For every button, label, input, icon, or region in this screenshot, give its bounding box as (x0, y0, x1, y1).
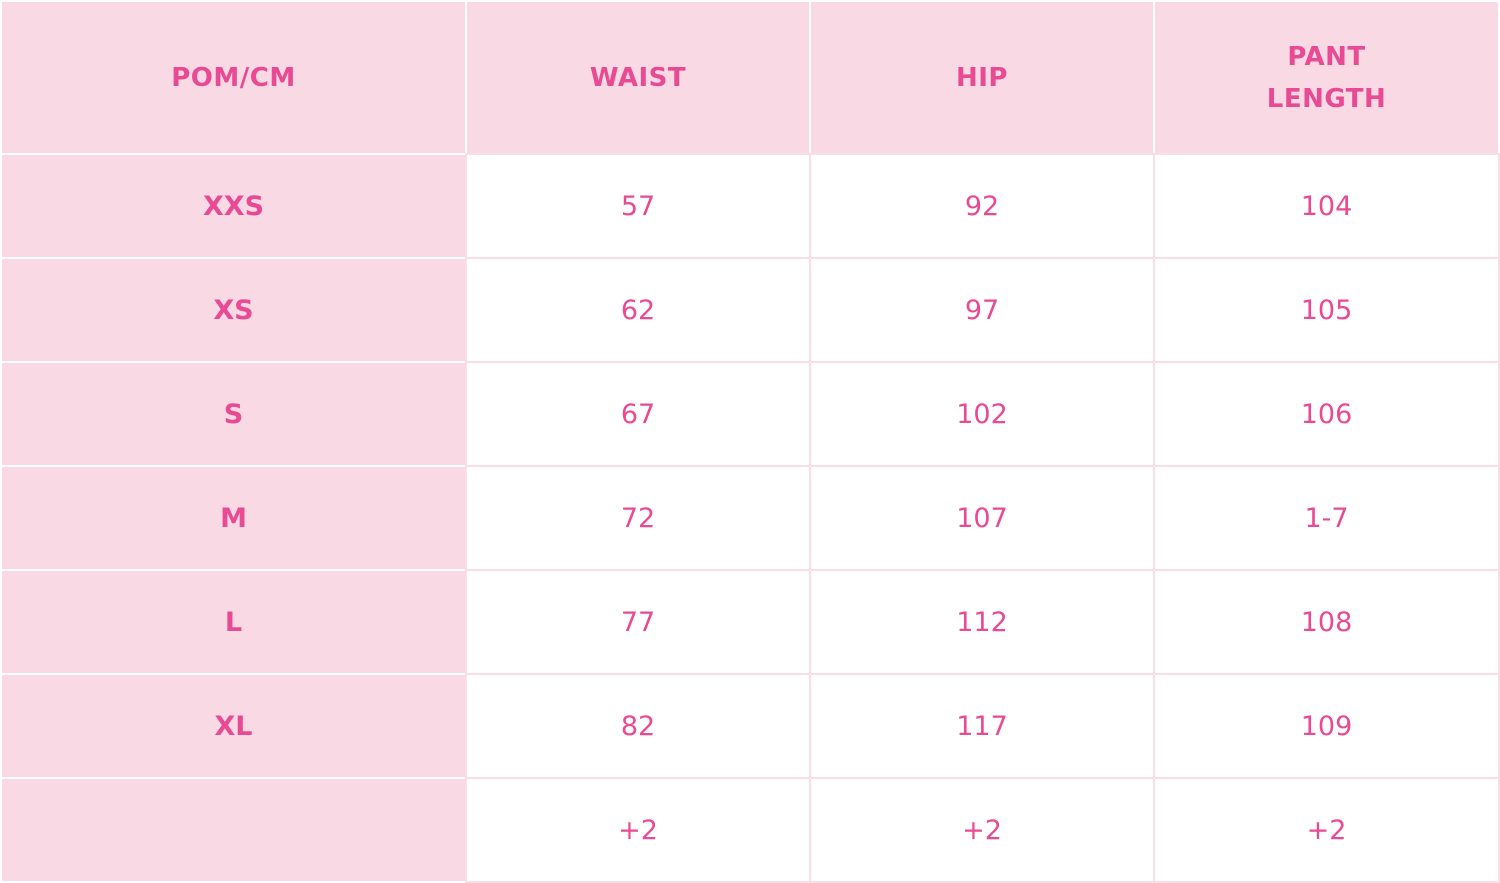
hip-cell: 92 (811, 155, 1153, 257)
size-label: XS (2, 259, 465, 361)
hip-cell: +2 (811, 779, 1153, 881)
waist-cell: 57 (467, 155, 809, 257)
size-label: XXS (2, 155, 465, 257)
size-label: S (2, 363, 465, 465)
hip-cell: 117 (811, 675, 1153, 777)
waist-cell: 82 (467, 675, 809, 777)
waist-cell: 72 (467, 467, 809, 569)
pant-length-cell: 1-7 (1155, 467, 1498, 569)
waist-cell: 62 (467, 259, 809, 361)
size-label: M (2, 467, 465, 569)
header-pant-length: PANT LENGTH (1155, 2, 1498, 153)
pant-length-cell: 104 (1155, 155, 1498, 257)
hip-cell: 107 (811, 467, 1153, 569)
hip-cell: 112 (811, 571, 1153, 673)
hip-cell: 102 (811, 363, 1153, 465)
waist-cell: 77 (467, 571, 809, 673)
pant-length-cell: +2 (1155, 779, 1498, 881)
header-pom-cm: POM/CM (2, 2, 465, 153)
pant-length-cell: 109 (1155, 675, 1498, 777)
size-label: XL (2, 675, 465, 777)
pant-length-cell: 106 (1155, 363, 1498, 465)
waist-cell: 67 (467, 363, 809, 465)
size-label: L (2, 571, 465, 673)
header-waist: WAIST (467, 2, 809, 153)
waist-cell: +2 (467, 779, 809, 881)
header-hip: HIP (811, 2, 1153, 153)
pant-length-cell: 108 (1155, 571, 1498, 673)
size-label (2, 779, 465, 881)
pant-length-cell: 105 (1155, 259, 1498, 361)
hip-cell: 97 (811, 259, 1153, 361)
